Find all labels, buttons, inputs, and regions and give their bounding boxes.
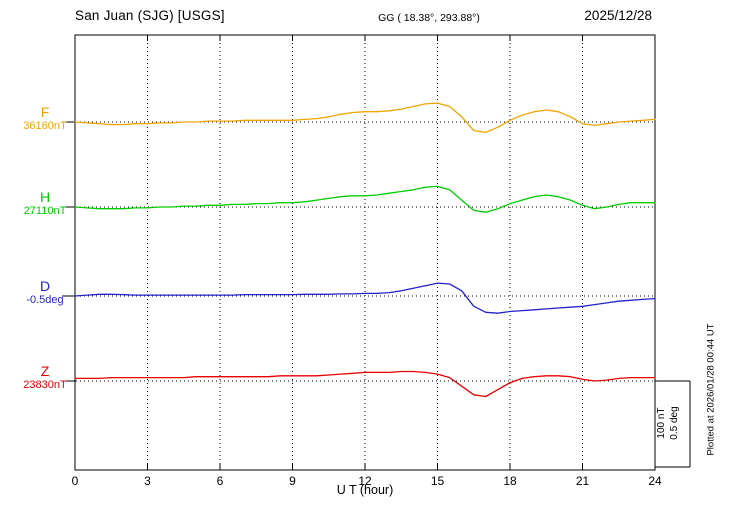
scale-nt-label: 100 nT (656, 407, 667, 439)
channel-letter-D: D (39, 278, 51, 294)
channel-baseline-value-H: 27110nT (23, 205, 67, 218)
x-axis-label: U T (hour) (336, 483, 394, 497)
station-title: San Juan (SJG) [USGS] (75, 8, 225, 23)
channel-label-D: D -0.5deg (10, 278, 80, 307)
x-tick-label-3: 3 (144, 474, 151, 488)
trace-H (74, 185, 656, 213)
channel-letter-F: F (40, 104, 50, 120)
x-tick-label-15: 15 (430, 474, 445, 488)
scale-bar-label: 100 nT 0.5 deg (655, 393, 681, 453)
x-tick-label-18: 18 (503, 474, 517, 488)
x-tick-label-6: 6 (216, 474, 224, 488)
x-tick-label-24: 24 (648, 474, 662, 488)
x-tick-label-9: 9 (289, 474, 296, 488)
channel-baseline-value-F: 36160nT (23, 120, 67, 133)
channel-baseline-value-D: -0.5deg (26, 294, 64, 307)
x-tick-label-12: 12 (358, 474, 372, 488)
channel-label-Z: Z 23830nT (10, 363, 80, 392)
channel-letter-H: H (39, 189, 51, 205)
channel-label-H: H 27110nT (10, 189, 80, 218)
scale-deg-label: 0.5 deg (669, 406, 680, 440)
channel-label-F: F 36160nT (10, 104, 80, 133)
x-tick-label-21: 21 (575, 474, 590, 488)
x-tick-label-0: 0 (71, 474, 79, 488)
trace-F (74, 102, 656, 133)
plotted-at-note: Plotted at 2026/01/28 00:44 UT (705, 323, 717, 456)
channel-letter-Z: Z (40, 363, 50, 379)
channel-baseline-value-Z: 23830nT (23, 379, 67, 392)
plot-border (74, 34, 656, 471)
trace-Z (74, 370, 656, 398)
trace-D (74, 282, 656, 314)
geo-coordinates: GG ( 18.38°, 293.88°) (378, 12, 480, 24)
plot-date: 2025/12/28 (584, 8, 652, 23)
